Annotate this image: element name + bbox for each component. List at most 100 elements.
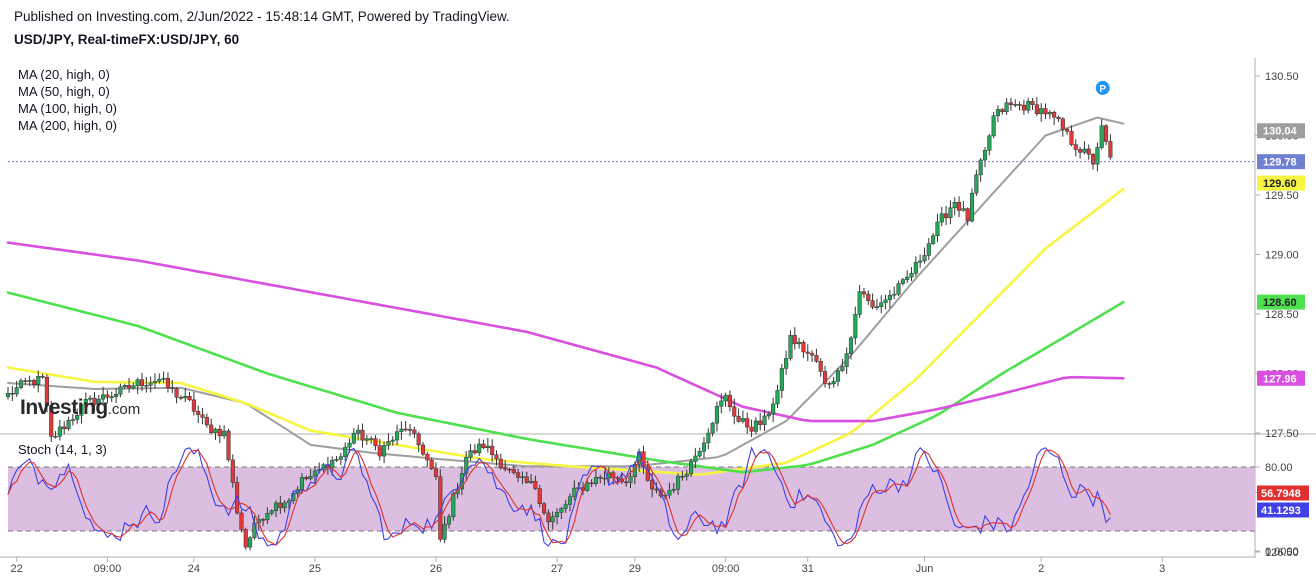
candle-body[interactable]	[105, 394, 110, 398]
candle-body[interactable]	[265, 513, 270, 521]
candle-body[interactable]	[978, 159, 983, 176]
candle-body[interactable]	[533, 480, 538, 489]
ma20-line[interactable]	[7, 116, 1125, 468]
candle-body[interactable]	[161, 378, 166, 380]
candle-body[interactable]	[559, 508, 564, 513]
candle-body[interactable]	[269, 510, 274, 514]
candle-body[interactable]	[213, 428, 218, 433]
candle-body[interactable]	[827, 383, 832, 385]
candle-body[interactable]	[1073, 144, 1078, 150]
candle-body[interactable]	[53, 435, 58, 438]
candle-body[interactable]	[420, 444, 426, 455]
candle-body[interactable]	[425, 453, 430, 461]
candle-body[interactable]	[1034, 104, 1039, 115]
candle-body[interactable]	[369, 438, 374, 440]
candle-body[interactable]	[1021, 104, 1026, 111]
candle-body[interactable]	[399, 428, 404, 432]
candle-body[interactable]	[524, 476, 529, 483]
candle-body[interactable]	[771, 403, 776, 415]
candle-body[interactable]	[144, 385, 149, 387]
candle-body[interactable]	[775, 390, 780, 405]
candle-body[interactable]	[1099, 125, 1104, 148]
candle-body[interactable]	[1052, 111, 1057, 118]
candle-body[interactable]	[92, 397, 97, 405]
candle-body[interactable]	[88, 397, 93, 400]
candle-body[interactable]	[49, 405, 54, 437]
candle-body[interactable]	[494, 454, 499, 460]
candle-body[interactable]	[710, 422, 715, 434]
candle-body[interactable]	[1056, 116, 1061, 120]
candle-body[interactable]	[1000, 109, 1005, 113]
candle-body[interactable]	[304, 477, 309, 480]
candle-body[interactable]	[926, 243, 931, 256]
candle-body[interactable]	[572, 487, 577, 498]
candle-body[interactable]	[810, 353, 815, 356]
candle-body[interactable]	[957, 202, 962, 211]
candle-body[interactable]	[356, 429, 361, 434]
legend-ma200[interactable]: MA (200, high, 0)	[18, 118, 117, 133]
candle-body[interactable]	[554, 512, 560, 517]
candle-body[interactable]	[740, 418, 745, 422]
legend-ma20[interactable]: MA (20, high, 0)	[18, 67, 110, 82]
candle-body[interactable]	[429, 459, 434, 470]
candle-body[interactable]	[792, 335, 797, 345]
candle-body[interactable]	[706, 432, 711, 444]
candle-body[interactable]	[226, 430, 231, 461]
candle-body[interactable]	[446, 516, 451, 525]
candle-body[interactable]	[96, 398, 101, 405]
candle-body[interactable]	[507, 468, 512, 471]
candle-body[interactable]	[209, 424, 214, 433]
candle-body[interactable]	[118, 386, 123, 395]
candle-body[interactable]	[196, 411, 201, 416]
candle-body[interactable]	[1086, 148, 1091, 155]
legend-ma100[interactable]: MA (100, high, 0)	[18, 101, 117, 116]
candle-body[interactable]	[974, 174, 979, 194]
stoch-d-line[interactable]	[7, 449, 1111, 546]
candle-body[interactable]	[948, 207, 953, 219]
candle-body[interactable]	[170, 387, 175, 389]
candle-body[interactable]	[879, 302, 884, 307]
candle-body[interactable]	[1069, 131, 1074, 145]
candle-body[interactable]	[537, 488, 542, 504]
candle-body[interactable]	[299, 477, 305, 490]
candle-body[interactable]	[468, 450, 473, 458]
candle-body[interactable]	[1078, 149, 1083, 153]
candle-body[interactable]	[922, 255, 927, 262]
candle-body[interactable]	[797, 342, 802, 345]
candle-body[interactable]	[684, 473, 689, 477]
candle-body[interactable]	[498, 458, 503, 469]
candle-body[interactable]	[1030, 101, 1035, 105]
candle-body[interactable]	[131, 385, 136, 389]
candle-body[interactable]	[602, 477, 607, 480]
candle-body[interactable]	[766, 413, 771, 417]
candle-body[interactable]	[334, 459, 339, 461]
candle-body[interactable]	[520, 476, 525, 479]
candle-body[interactable]	[995, 109, 1001, 117]
candle-body[interactable]	[848, 337, 854, 354]
candle-body[interactable]	[641, 451, 646, 467]
candle-body[interactable]	[701, 442, 707, 452]
candle-body[interactable]	[814, 354, 819, 362]
ma50-line[interactable]	[6, 187, 1125, 476]
candle-body[interactable]	[351, 432, 356, 444]
candle-body[interactable]	[477, 443, 482, 454]
candle-body[interactable]	[248, 537, 253, 548]
candle-body[interactable]	[377, 445, 382, 457]
candle-body[interactable]	[801, 342, 806, 353]
candle-body[interactable]	[390, 439, 395, 442]
candle-body[interactable]	[697, 450, 702, 457]
candle-body[interactable]	[857, 291, 862, 315]
candle-body[interactable]	[347, 442, 352, 448]
candle-body[interactable]	[243, 529, 248, 548]
candle-body[interactable]	[178, 397, 183, 399]
p-marker-icon[interactable]	[1095, 80, 1110, 95]
candle-body[interactable]	[892, 293, 897, 296]
candle-body[interactable]	[982, 150, 988, 161]
candle-body[interactable]	[83, 399, 88, 405]
candle-body[interactable]	[373, 438, 378, 446]
legend-ma50[interactable]: MA (50, high, 0)	[18, 84, 110, 99]
candle-body[interactable]	[818, 361, 823, 372]
candle-body[interactable]	[1013, 104, 1018, 106]
candle-body[interactable]	[969, 192, 975, 222]
